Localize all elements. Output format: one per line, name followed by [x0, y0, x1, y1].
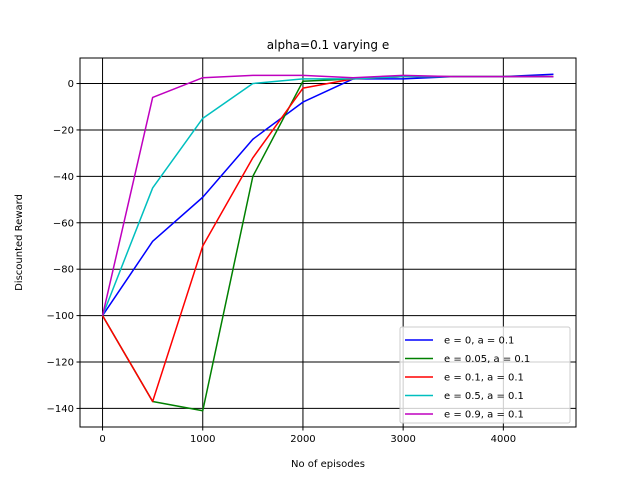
y-axis-label: Discounted Reward	[14, 194, 25, 291]
legend-entry-label: e = 0.1, a = 0.1	[444, 373, 524, 384]
legend-entry-label: e = 0.05, a = 0.1	[444, 354, 530, 365]
y-tick-label: −60	[53, 218, 74, 229]
chart-title: alpha=0.1 varying e	[267, 38, 389, 52]
x-axis-label: No of episodes	[291, 459, 365, 470]
y-tick-label: 0	[68, 79, 74, 90]
y-tick-label: −100	[47, 311, 74, 322]
x-tick-label: 0	[99, 434, 105, 445]
y-tick-label: −40	[53, 172, 74, 183]
legend-box	[399, 326, 571, 424]
y-tick-label: −140	[47, 404, 74, 415]
y-tick-label: −20	[53, 125, 74, 136]
x-tick-label: 1000	[190, 434, 215, 445]
series-line	[101, 74, 554, 316]
legend-entry-label: e = 0.5, a = 0.1	[444, 391, 524, 402]
x-tick-label: 2000	[290, 434, 315, 445]
y-tick-label: −80	[53, 265, 74, 276]
axis-ticks: 0 1000 2000 3000 4000 −140 −120 −100 −80 −60 −40 −2…	[47, 79, 517, 445]
y-tick-label: −120	[47, 358, 74, 369]
legend: e = 0, a = 0.1 e = 0.05, a = 0.1 e = 0.1, …	[399, 326, 571, 424]
series-lines	[101, 73, 554, 412]
x-tick-label: 3000	[390, 434, 415, 445]
plot-frame	[79, 57, 577, 428]
grid-lines	[80, 58, 576, 427]
legend-entry-label: e = 0.9, a = 0.1	[444, 410, 524, 421]
legend-entry-label: e = 0, a = 0.1	[444, 336, 514, 347]
x-tick-label: 4000	[491, 434, 516, 445]
